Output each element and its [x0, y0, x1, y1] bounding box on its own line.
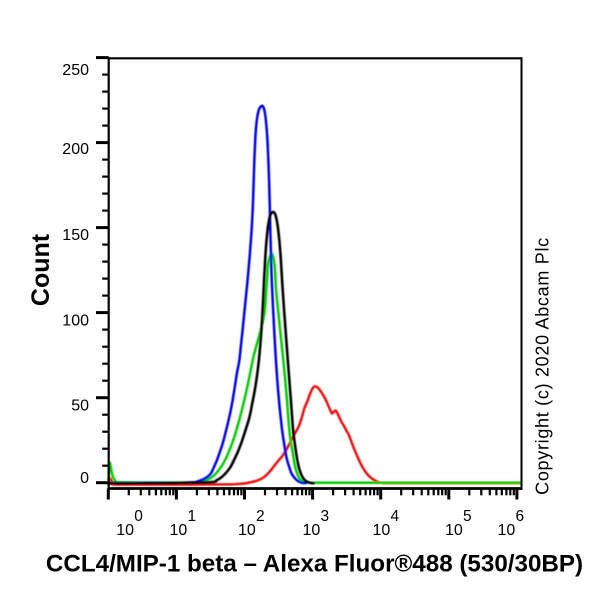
svg-text:1: 1 — [188, 508, 197, 525]
svg-text:Count: Count — [27, 233, 55, 306]
svg-text:200: 200 — [62, 141, 89, 158]
svg-text:10: 10 — [498, 522, 516, 539]
svg-text:10: 10 — [170, 522, 188, 539]
svg-text:2: 2 — [256, 508, 265, 525]
svg-text:10: 10 — [445, 522, 463, 539]
svg-text:10: 10 — [303, 522, 321, 539]
svg-text:Copyright (c) 2020 Abcam Plc: Copyright (c) 2020 Abcam Plc — [532, 237, 552, 495]
svg-text:5: 5 — [463, 508, 472, 525]
svg-text:100: 100 — [62, 313, 89, 330]
svg-text:CCL4/MIP-1 beta – Alexa Fluor®: CCL4/MIP-1 beta – Alexa Fluor®488 (530/3… — [46, 551, 583, 578]
svg-text:150: 150 — [62, 227, 89, 244]
svg-text:10: 10 — [373, 522, 391, 539]
svg-text:4: 4 — [391, 508, 400, 525]
svg-text:50: 50 — [71, 398, 89, 415]
svg-text:10: 10 — [238, 522, 256, 539]
svg-text:6: 6 — [516, 508, 525, 525]
svg-text:250: 250 — [62, 62, 89, 79]
svg-text:0: 0 — [80, 470, 89, 487]
svg-text:0: 0 — [134, 508, 143, 525]
svg-text:3: 3 — [321, 508, 330, 525]
svg-text:10: 10 — [116, 522, 134, 539]
